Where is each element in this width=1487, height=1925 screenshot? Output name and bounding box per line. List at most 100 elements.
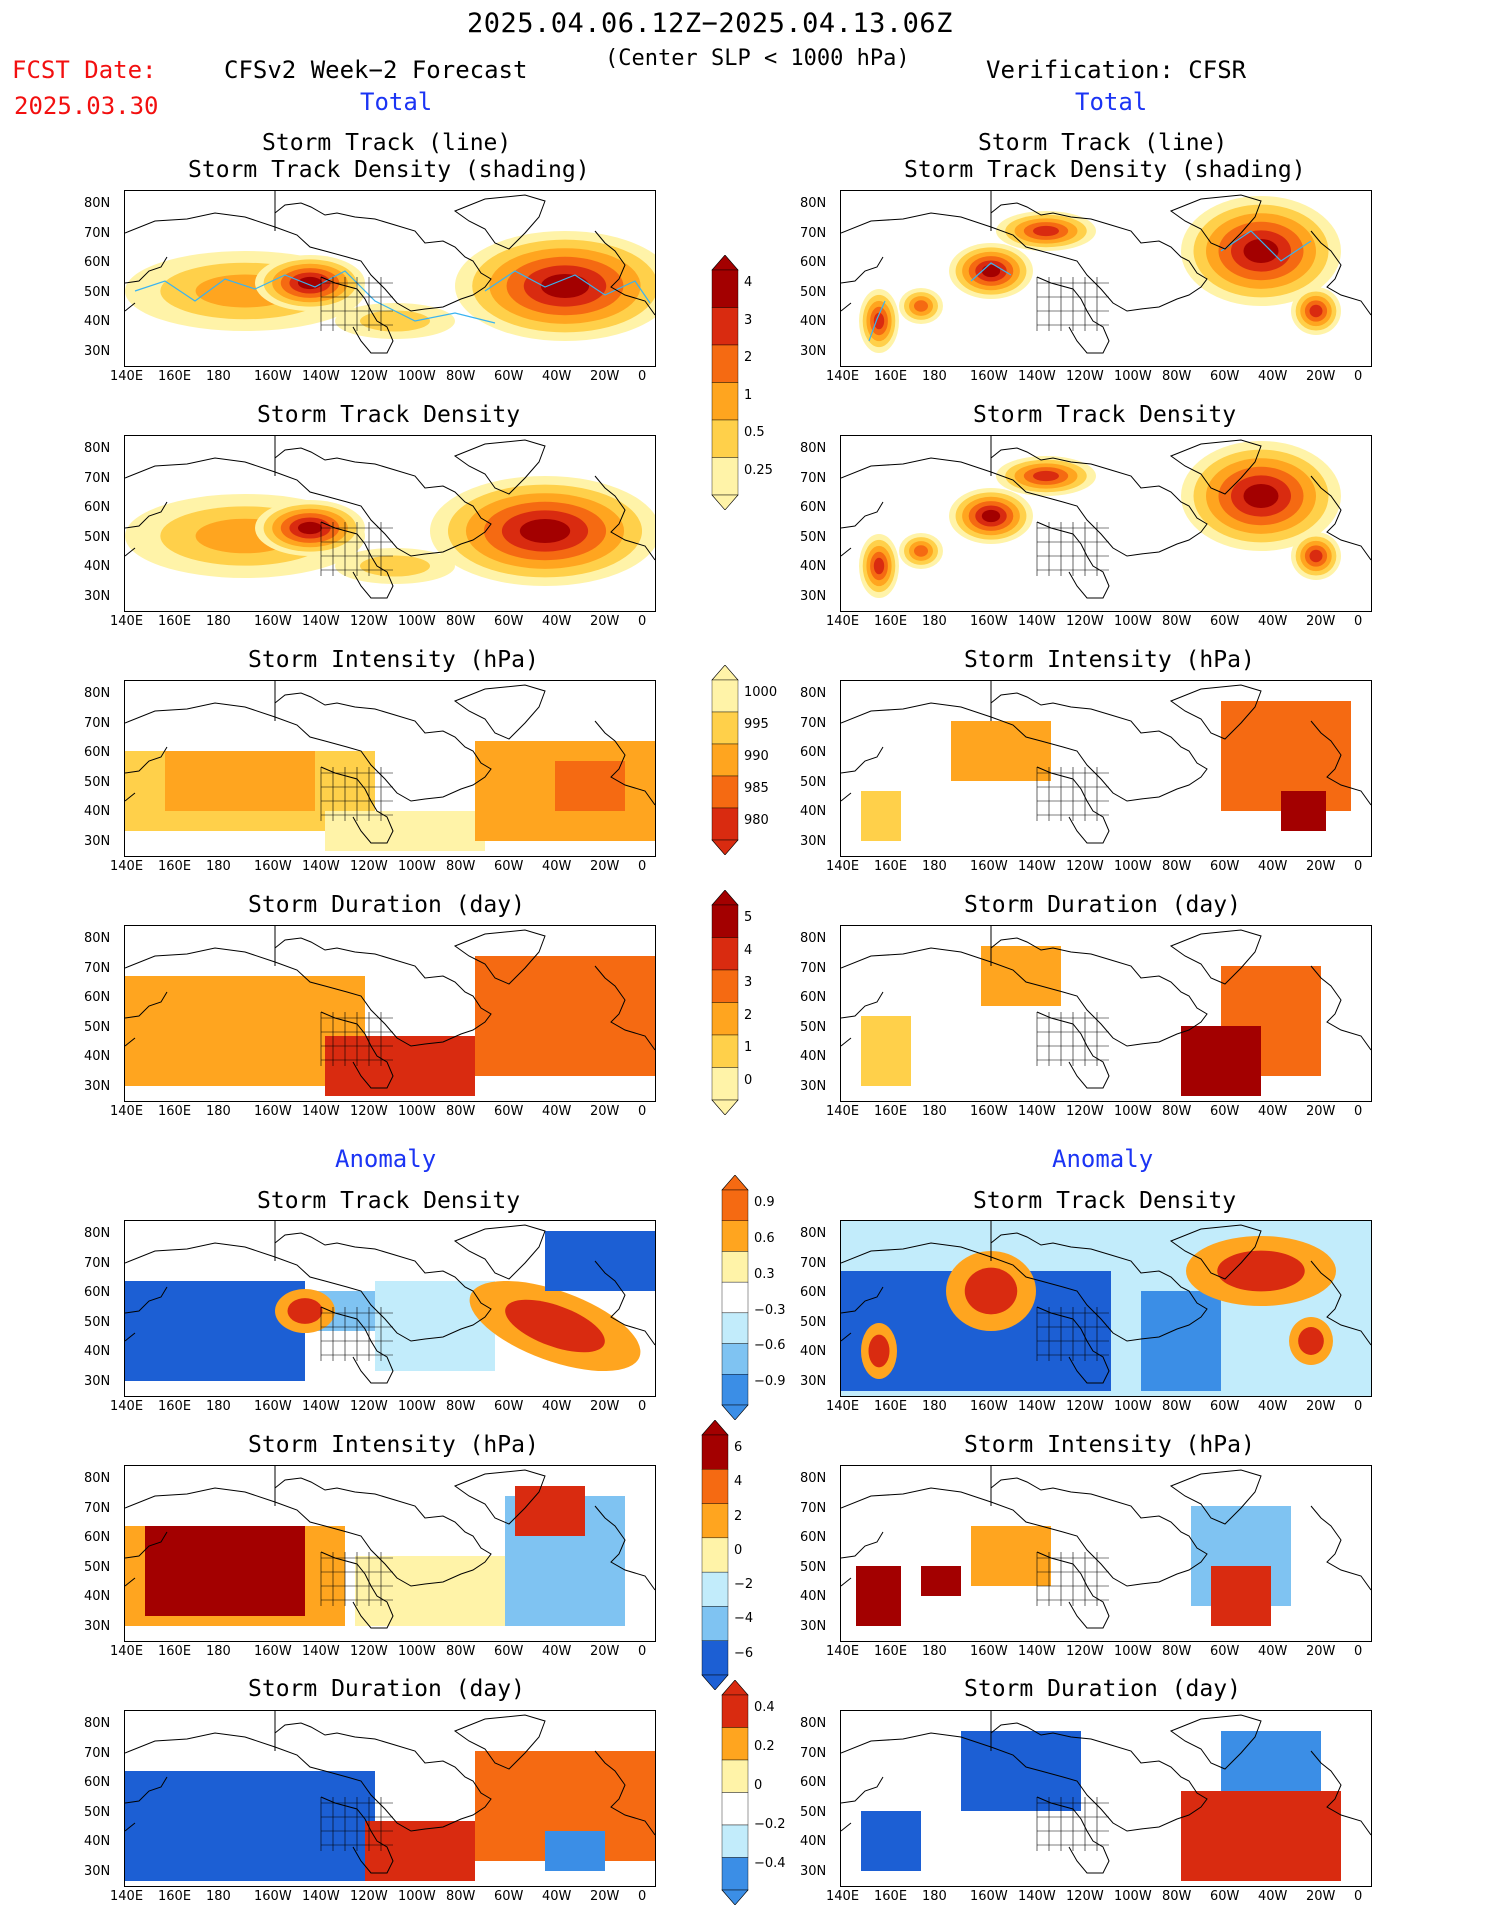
coastline-outline (841, 1469, 1371, 1629)
colorbar-intensity-total-bottom-arrow (711, 839, 739, 855)
left-density-title: Storm Track Density (257, 402, 521, 428)
density-blob-us (335, 303, 455, 339)
anomaly-region-pacific-core (145, 1526, 305, 1616)
left-track-panel (124, 190, 656, 367)
right-duration-panel-lon-label: 0 (1354, 1104, 1363, 1119)
left-anom-density-panel-lon-label: 160E (158, 1399, 192, 1414)
colorbar-intensity-total-swatch (711, 711, 739, 745)
storm-track-lines (134, 270, 651, 324)
state-borders (1036, 1797, 1109, 1851)
colorbar-intensity-anom-swatch (701, 1469, 729, 1504)
left-total-label: Total (360, 88, 433, 116)
right-anom-duration-panel-lat-label: 60N (800, 1775, 827, 1790)
right-duration-panel-lon-label: 100W (1114, 1104, 1152, 1119)
left-anom-density-panel-lon-label: 0 (638, 1399, 647, 1414)
state-borders (320, 1012, 393, 1066)
right-anom-density-panel-lat-label: 70N (800, 1255, 827, 1271)
left-intensity-panel (124, 680, 656, 857)
state-borders (1036, 767, 1109, 821)
left-anom-density-panel-lat-label: 60N (84, 1285, 111, 1300)
left-track-panel-lon-label: 180 (206, 369, 231, 384)
colorbar-density-total-swatch (711, 457, 739, 496)
colorbar-density-total-label: 2 (744, 350, 753, 365)
colorbar-duration-anom-swatch (721, 1824, 749, 1858)
state-borders (1036, 1307, 1109, 1361)
right-anom-density-panel-lon-label: 100W (1114, 1399, 1152, 1414)
left-duration-panel-lon-label: 160W (254, 1104, 292, 1119)
colorbar-density-anom-swatch (721, 1220, 749, 1252)
colorbar-intensity-anom-label: 6 (734, 1440, 743, 1455)
colorbar-duration-total-top-arrow (711, 890, 739, 906)
date-range-title: 2025.04.06.12Z−2025.04.13.06Z (467, 8, 953, 39)
left-duration-panel-lon-label: 40W (542, 1104, 572, 1119)
colorbar-intensity-total-swatch (711, 807, 739, 841)
right-anom-duration-panel-lat-label: 50N (800, 1804, 827, 1820)
left-intensity-panel-lon-label: 80W (446, 859, 476, 874)
colorbar-density-anom (721, 1175, 749, 1420)
left-anom-density-panel-lon-label: 40W (542, 1399, 572, 1414)
left-density-panel-lon-label: 140E (110, 614, 144, 629)
right-intensity-panel (840, 680, 1372, 857)
colorbar-duration-total-swatch (711, 904, 739, 938)
density-blob-bering (949, 243, 1033, 299)
colorbar-duration-anom-label: 0.2 (754, 1739, 775, 1754)
right-anom-density-panel-lat-label: 40N (800, 1344, 827, 1359)
right-anom-density-panel (840, 1220, 1372, 1397)
left-duration-panel-lon-label: 80W (446, 1104, 476, 1119)
left-anom-density-panel-lat-label: 80N (84, 1226, 111, 1241)
left-intensity-panel-field (125, 681, 655, 851)
colorbar-duration-total-label: 3 (744, 975, 753, 990)
colorbar-duration-total-swatch (711, 937, 739, 971)
left-intensity-panel-lon-label: 180 (206, 859, 231, 874)
right-intensity-panel-lon-label: 40W (1258, 859, 1288, 874)
left-density-panel-lat-label: 80N (84, 441, 111, 456)
left-anom-duration-panel-lon-label: 120W (350, 1889, 388, 1904)
right-duration-panel-lon-label: 140E (826, 1104, 860, 1119)
colorbar-duration-anom-bottom-arrow (721, 1889, 749, 1905)
right-anom-intensity-panel-lat-label: 70N (800, 1500, 827, 1516)
left-anom-density-panel-lon-label: 180 (206, 1399, 231, 1414)
left-intensity-panel-lat-label: 60N (84, 745, 111, 760)
colorbar-intensity-anom-swatch (701, 1640, 729, 1676)
left-density-panel-lat-label: 60N (84, 500, 111, 515)
anomaly-region-pacific-neg (125, 1771, 375, 1881)
right-duration-panel-field (841, 926, 1371, 1096)
left-density-panel-lon-label: 100W (398, 614, 436, 629)
right-intensity-panel-lat-label: 70N (800, 715, 827, 731)
colorbar-duration-anom-label: −0.2 (754, 1817, 786, 1832)
anomaly-blob-bering-pos (946, 1251, 1036, 1331)
colorbar-intensity-anom-label: −2 (734, 1577, 754, 1593)
right-anom-density-panel-lon-label: 160W (970, 1399, 1008, 1414)
anomaly-region-labrador-neg (545, 1231, 655, 1291)
right-track-panel-lat-label: 80N (800, 196, 827, 211)
right-anom-duration-panel-lat-label: 40N (800, 1834, 827, 1849)
right-density-panel-lon-label: 80W (1162, 614, 1192, 629)
right-anom-duration-panel-lon-label: 0 (1354, 1889, 1363, 1904)
right-anom-density-panel-lon-label: 140W (1018, 1399, 1056, 1414)
left-anom-intensity-panel-lon-label: 20W (590, 1644, 620, 1659)
duration-region-nw-pacific (861, 1016, 911, 1086)
coastline-outline (125, 1469, 655, 1629)
colorbar-density-anom-label: 0.3 (754, 1266, 775, 1282)
colorbar-density-total-bottom-arrow (711, 494, 739, 510)
density-blob-atlantic (430, 476, 655, 586)
left-duration-panel (124, 925, 656, 1102)
right-intensity-panel-lat-label: 40N (800, 804, 827, 819)
anomaly-region-dateline (921, 1566, 961, 1596)
right-anom-intensity-panel-lat-label: 80N (800, 1471, 827, 1486)
colorbar-duration-total-label: 0 (744, 1072, 753, 1088)
left-duration-panel-lat-label: 80N (84, 931, 111, 946)
fcst-date-value: 2025.03.30 (14, 92, 159, 120)
left-anom-intensity-panel-lat-label: 50N (84, 1559, 111, 1575)
colorbar-density-anom-top-arrow (721, 1175, 749, 1191)
density-blob-us (335, 548, 455, 584)
colorbar-duration-anom-label: −0.4 (754, 1856, 786, 1871)
right-density-panel-lon-label: 160W (970, 614, 1008, 629)
colorbar-intensity-anom-label: −6 (734, 1645, 754, 1661)
right-density-panel-lon-label: 100W (1114, 614, 1152, 629)
anomaly-region-nw-pacific (856, 1566, 901, 1626)
coastline-outline (125, 194, 655, 354)
left-anom-duration-panel-lon-label: 140W (302, 1889, 340, 1904)
left-intensity-panel-lon-label: 160W (254, 859, 292, 874)
right-anom-intensity-panel-lat-label: 30N (800, 1618, 827, 1634)
